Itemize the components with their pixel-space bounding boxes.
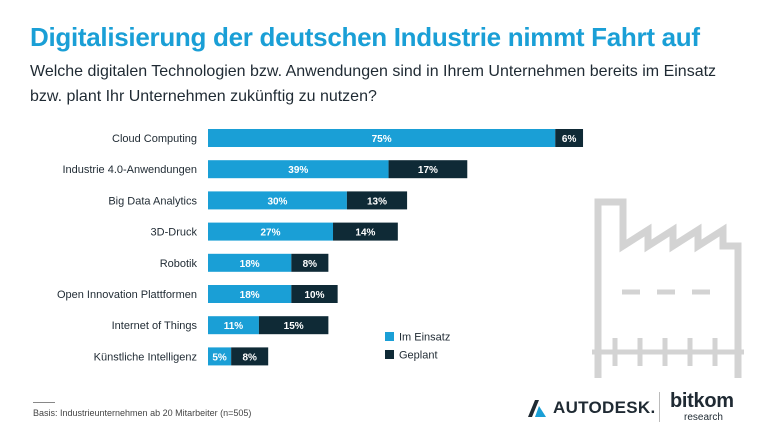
bar-im-einsatz-value-label: 39% (288, 165, 308, 176)
category-label: Industrie 4.0-Anwendungen (62, 164, 197, 176)
footnote-divider (33, 402, 55, 403)
category-labels-layer: Cloud Computing Industrie 4.0-Anwendungen… (57, 133, 198, 363)
bar-geplant (231, 347, 269, 366)
bar-im-einsatz-value-label: 18% (240, 259, 260, 270)
bar-im-einsatz (208, 160, 389, 179)
autodesk-logo-text: AUTODESK. (553, 398, 656, 417)
bar-geplant (555, 129, 584, 147)
bar-im-einsatz (208, 253, 292, 272)
bar-geplant-value-label: 13% (367, 196, 387, 207)
autodesk-logo: AUTODESK. (527, 397, 656, 419)
logo-divider (659, 392, 660, 422)
category-label: Internet of Things (112, 320, 198, 332)
bar-geplant-value-label: 6% (562, 134, 577, 145)
bar-geplant (258, 316, 329, 335)
chart-title: Digitalisierung der deutschen Industrie … (30, 22, 700, 52)
bitkom-logo-text: bitkom (670, 390, 734, 412)
footnote: Basis: Industrieunternehmen ab 20 Mitarb… (33, 408, 252, 418)
bar-geplant-value-label: 15% (284, 321, 304, 332)
bitkom-logo-subtext: research (684, 412, 723, 423)
bar-geplant-value-label: 8% (242, 352, 257, 363)
bar-geplant-value-label: 14% (355, 228, 375, 239)
bar-geplant-value-label: 17% (418, 165, 438, 176)
autodesk-logo-icon (528, 400, 546, 417)
category-label: Künstliche Intelligenz (94, 351, 197, 363)
bar-im-einsatz (208, 129, 556, 147)
bar-im-einsatz-value-label: 30% (267, 196, 287, 207)
bar-geplant (291, 285, 338, 303)
category-label: Big Data Analytics (108, 195, 197, 207)
bar-im-einsatz (208, 285, 292, 303)
legend-label: Im Einsatz (399, 332, 450, 344)
factory-icon (592, 198, 744, 378)
factory-outline (594, 198, 742, 378)
category-label: 3D-Druck (151, 227, 198, 239)
legend-swatch (385, 332, 394, 341)
bar-im-einsatz (208, 347, 232, 366)
bar-im-einsatz (208, 222, 334, 241)
bars-layer: 75% 6% 39% 17% 30% 13% 27% 14% 18% 8% 18% 10% 11% 15%… (208, 129, 584, 366)
bar-im-einsatz (208, 191, 347, 210)
category-label: Cloud Computing (112, 133, 197, 145)
bar-im-einsatz-value-label: 75% (372, 134, 392, 145)
bar-im-einsatz-value-label: 27% (260, 228, 280, 239)
legend-swatch (385, 350, 394, 359)
bar-geplant (333, 222, 398, 241)
bar-geplant-value-label: 10% (304, 290, 324, 301)
bar-geplant-value-label: 8% (303, 259, 318, 270)
bitkom-logo: bitkom research (670, 391, 734, 423)
bar-geplant (388, 160, 468, 179)
bar-im-einsatz-value-label: 5% (212, 352, 227, 363)
bar-geplant (346, 191, 408, 210)
legend: Im Einsatz Geplant (385, 332, 450, 362)
bar-im-einsatz (208, 316, 259, 335)
bar-im-einsatz-value-label: 18% (240, 290, 260, 301)
bar-geplant (291, 253, 329, 272)
category-label: Robotik (160, 258, 198, 270)
category-label: Open Innovation Plattformen (57, 289, 197, 301)
legend-label: Geplant (399, 350, 438, 362)
chart-subtitle: Welche digitalen Technologien bzw. Anwen… (30, 63, 717, 105)
bar-im-einsatz-value-label: 11% (224, 321, 244, 332)
